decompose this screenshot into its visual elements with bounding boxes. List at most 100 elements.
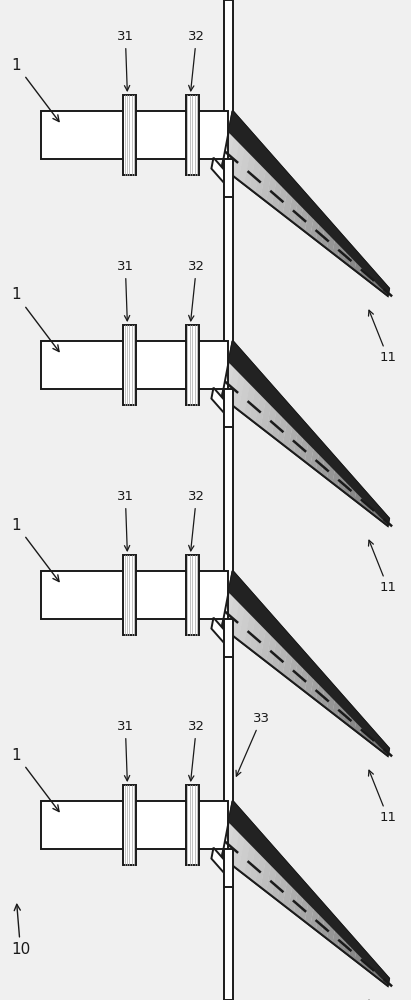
Bar — [224, 849, 233, 887]
Polygon shape — [266, 158, 279, 206]
Polygon shape — [249, 371, 264, 423]
Bar — [123, 325, 136, 405]
Polygon shape — [360, 719, 368, 739]
Text: 1: 1 — [12, 287, 59, 352]
Polygon shape — [222, 111, 238, 171]
Polygon shape — [255, 606, 269, 657]
Polygon shape — [305, 430, 316, 466]
Polygon shape — [294, 188, 306, 227]
Polygon shape — [272, 624, 285, 670]
Polygon shape — [261, 612, 275, 661]
Polygon shape — [310, 206, 321, 240]
Bar — [123, 95, 136, 175]
Polygon shape — [229, 801, 389, 985]
Polygon shape — [355, 483, 363, 504]
Polygon shape — [371, 271, 379, 287]
Polygon shape — [227, 577, 243, 636]
Polygon shape — [229, 571, 389, 755]
Polygon shape — [277, 170, 290, 214]
Polygon shape — [355, 253, 363, 274]
Polygon shape — [327, 683, 337, 713]
Polygon shape — [376, 507, 384, 521]
Polygon shape — [233, 353, 248, 410]
Polygon shape — [355, 713, 363, 734]
Polygon shape — [222, 111, 389, 296]
Polygon shape — [371, 961, 379, 977]
Polygon shape — [371, 501, 379, 517]
Polygon shape — [238, 129, 254, 184]
Polygon shape — [277, 400, 290, 444]
Polygon shape — [365, 955, 374, 973]
Polygon shape — [288, 872, 300, 913]
Polygon shape — [229, 341, 389, 525]
Polygon shape — [249, 601, 264, 653]
Bar — [224, 389, 233, 427]
Polygon shape — [227, 807, 243, 866]
Polygon shape — [344, 471, 353, 496]
Polygon shape — [310, 666, 321, 700]
Polygon shape — [261, 382, 275, 431]
Polygon shape — [316, 212, 326, 244]
Polygon shape — [266, 618, 279, 666]
Text: 10: 10 — [11, 904, 30, 958]
Text: 32: 32 — [188, 490, 205, 551]
Polygon shape — [255, 836, 269, 887]
Polygon shape — [332, 459, 342, 487]
Polygon shape — [227, 117, 243, 176]
Polygon shape — [310, 436, 321, 470]
Polygon shape — [294, 648, 306, 687]
Polygon shape — [261, 842, 275, 891]
Polygon shape — [338, 925, 347, 951]
Bar — [224, 619, 233, 657]
Polygon shape — [244, 365, 259, 419]
Polygon shape — [233, 583, 248, 640]
Polygon shape — [222, 571, 389, 756]
Text: 31: 31 — [117, 720, 134, 781]
Polygon shape — [229, 111, 389, 295]
Polygon shape — [327, 913, 337, 943]
Polygon shape — [211, 618, 230, 648]
Bar — [186, 325, 199, 405]
Polygon shape — [283, 176, 295, 219]
Polygon shape — [376, 967, 384, 981]
Bar — [41, 111, 228, 159]
Polygon shape — [222, 801, 389, 986]
Polygon shape — [338, 235, 347, 261]
Text: 1: 1 — [12, 518, 59, 582]
Polygon shape — [288, 412, 300, 453]
Polygon shape — [299, 884, 311, 921]
Polygon shape — [238, 819, 254, 874]
Polygon shape — [349, 477, 358, 500]
Polygon shape — [365, 495, 374, 513]
Text: 1: 1 — [12, 57, 59, 122]
Text: 11: 11 — [369, 540, 397, 594]
Bar — [224, 0, 233, 1000]
Polygon shape — [222, 801, 238, 861]
Polygon shape — [244, 825, 259, 879]
Polygon shape — [272, 394, 285, 440]
Polygon shape — [277, 860, 290, 904]
Polygon shape — [382, 283, 389, 296]
Polygon shape — [316, 902, 326, 934]
Polygon shape — [316, 442, 326, 474]
Polygon shape — [355, 943, 363, 964]
Polygon shape — [310, 896, 321, 930]
Text: 31: 31 — [117, 490, 134, 551]
Polygon shape — [222, 341, 389, 526]
Polygon shape — [365, 725, 374, 743]
Polygon shape — [338, 695, 347, 721]
Polygon shape — [238, 359, 254, 414]
Polygon shape — [211, 158, 230, 188]
Polygon shape — [382, 973, 389, 986]
Bar — [41, 341, 228, 389]
Polygon shape — [321, 447, 332, 479]
Polygon shape — [344, 701, 353, 726]
Polygon shape — [255, 376, 269, 427]
Polygon shape — [238, 589, 254, 644]
Polygon shape — [266, 388, 279, 436]
Polygon shape — [283, 866, 295, 909]
Bar — [186, 785, 199, 865]
Polygon shape — [261, 152, 275, 201]
Polygon shape — [376, 277, 384, 291]
Polygon shape — [316, 672, 326, 704]
